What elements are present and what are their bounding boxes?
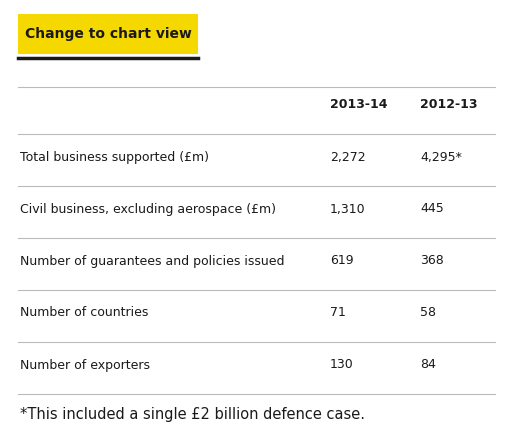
Text: 2,272: 2,272 — [330, 150, 366, 164]
Text: 445: 445 — [420, 202, 444, 216]
Text: 58: 58 — [420, 306, 436, 319]
Text: 71: 71 — [330, 306, 346, 319]
Text: 368: 368 — [420, 254, 444, 268]
Text: Civil business, excluding aerospace (£m): Civil business, excluding aerospace (£m) — [20, 202, 276, 216]
Text: 1,310: 1,310 — [330, 202, 366, 216]
Text: 84: 84 — [420, 359, 436, 371]
Text: Number of exporters: Number of exporters — [20, 359, 150, 371]
Text: 2013-14: 2013-14 — [330, 98, 387, 112]
Text: 4,295*: 4,295* — [420, 150, 462, 164]
Text: Change to chart view: Change to chart view — [25, 27, 191, 41]
Text: Total business supported (£m): Total business supported (£m) — [20, 150, 209, 164]
Bar — [18, 14, 198, 54]
Text: Number of countries: Number of countries — [20, 306, 148, 319]
Text: 130: 130 — [330, 359, 354, 371]
Text: 2012-13: 2012-13 — [420, 98, 478, 112]
Text: *This included a single £2 billion defence case.: *This included a single £2 billion defen… — [20, 407, 365, 422]
Text: Number of guarantees and policies issued: Number of guarantees and policies issued — [20, 254, 285, 268]
Text: 619: 619 — [330, 254, 353, 268]
